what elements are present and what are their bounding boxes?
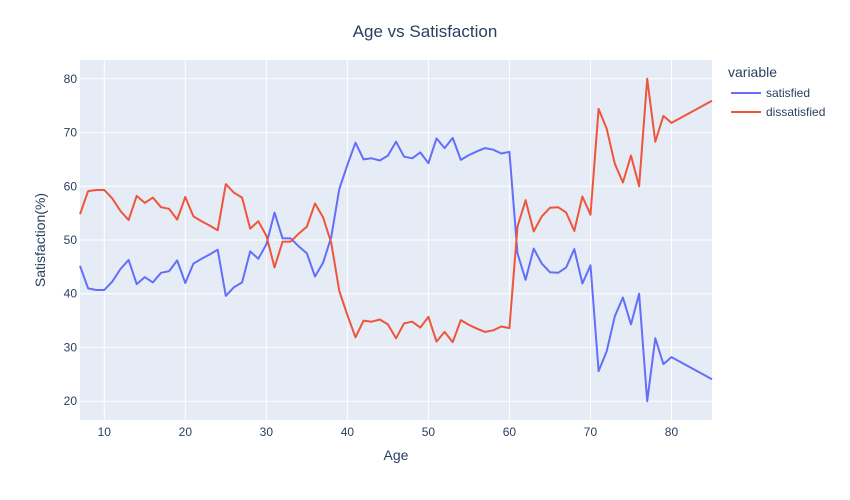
series-line-dissatisfied (79, 77, 713, 344)
x-tick-label: 30 (260, 425, 274, 439)
series-lines (79, 77, 713, 403)
legend-label-dissatisfied: dissatisfied (766, 105, 825, 119)
y-tick-label: 40 (64, 287, 78, 301)
y-tick-label: 20 (64, 394, 78, 408)
x-tick-label: 20 (179, 425, 193, 439)
y-axis-label: Satisfaction(%) (32, 193, 48, 287)
x-tick-label: 80 (665, 425, 679, 439)
y-tick-label: 30 (64, 340, 78, 354)
x-axis-label: Age (384, 447, 409, 463)
x-tick-label: 60 (503, 425, 517, 439)
legend-item-satisfied[interactable]: satisfied (731, 86, 810, 100)
chart-title: Age vs Satisfaction (353, 22, 498, 41)
legend: variable satisfied dissatisfied (728, 64, 825, 119)
y-tick-label: 60 (64, 179, 78, 193)
series-line-satisfied (79, 136, 713, 403)
x-tick-labels: 10 20 30 40 50 60 70 80 (98, 425, 679, 439)
x-tick-label: 10 (98, 425, 112, 439)
legend-title: variable (728, 64, 777, 80)
legend-item-dissatisfied[interactable]: dissatisfied (731, 105, 825, 119)
y-tick-labels: 20 30 40 50 60 70 80 (64, 72, 78, 408)
legend-label-satisfied: satisfied (766, 86, 810, 100)
y-tick-label: 50 (64, 233, 78, 247)
x-tick-label: 50 (422, 425, 436, 439)
x-tick-label: 70 (584, 425, 598, 439)
x-tick-label: 40 (341, 425, 355, 439)
y-tick-label: 80 (64, 72, 78, 86)
y-tick-label: 70 (64, 126, 78, 140)
